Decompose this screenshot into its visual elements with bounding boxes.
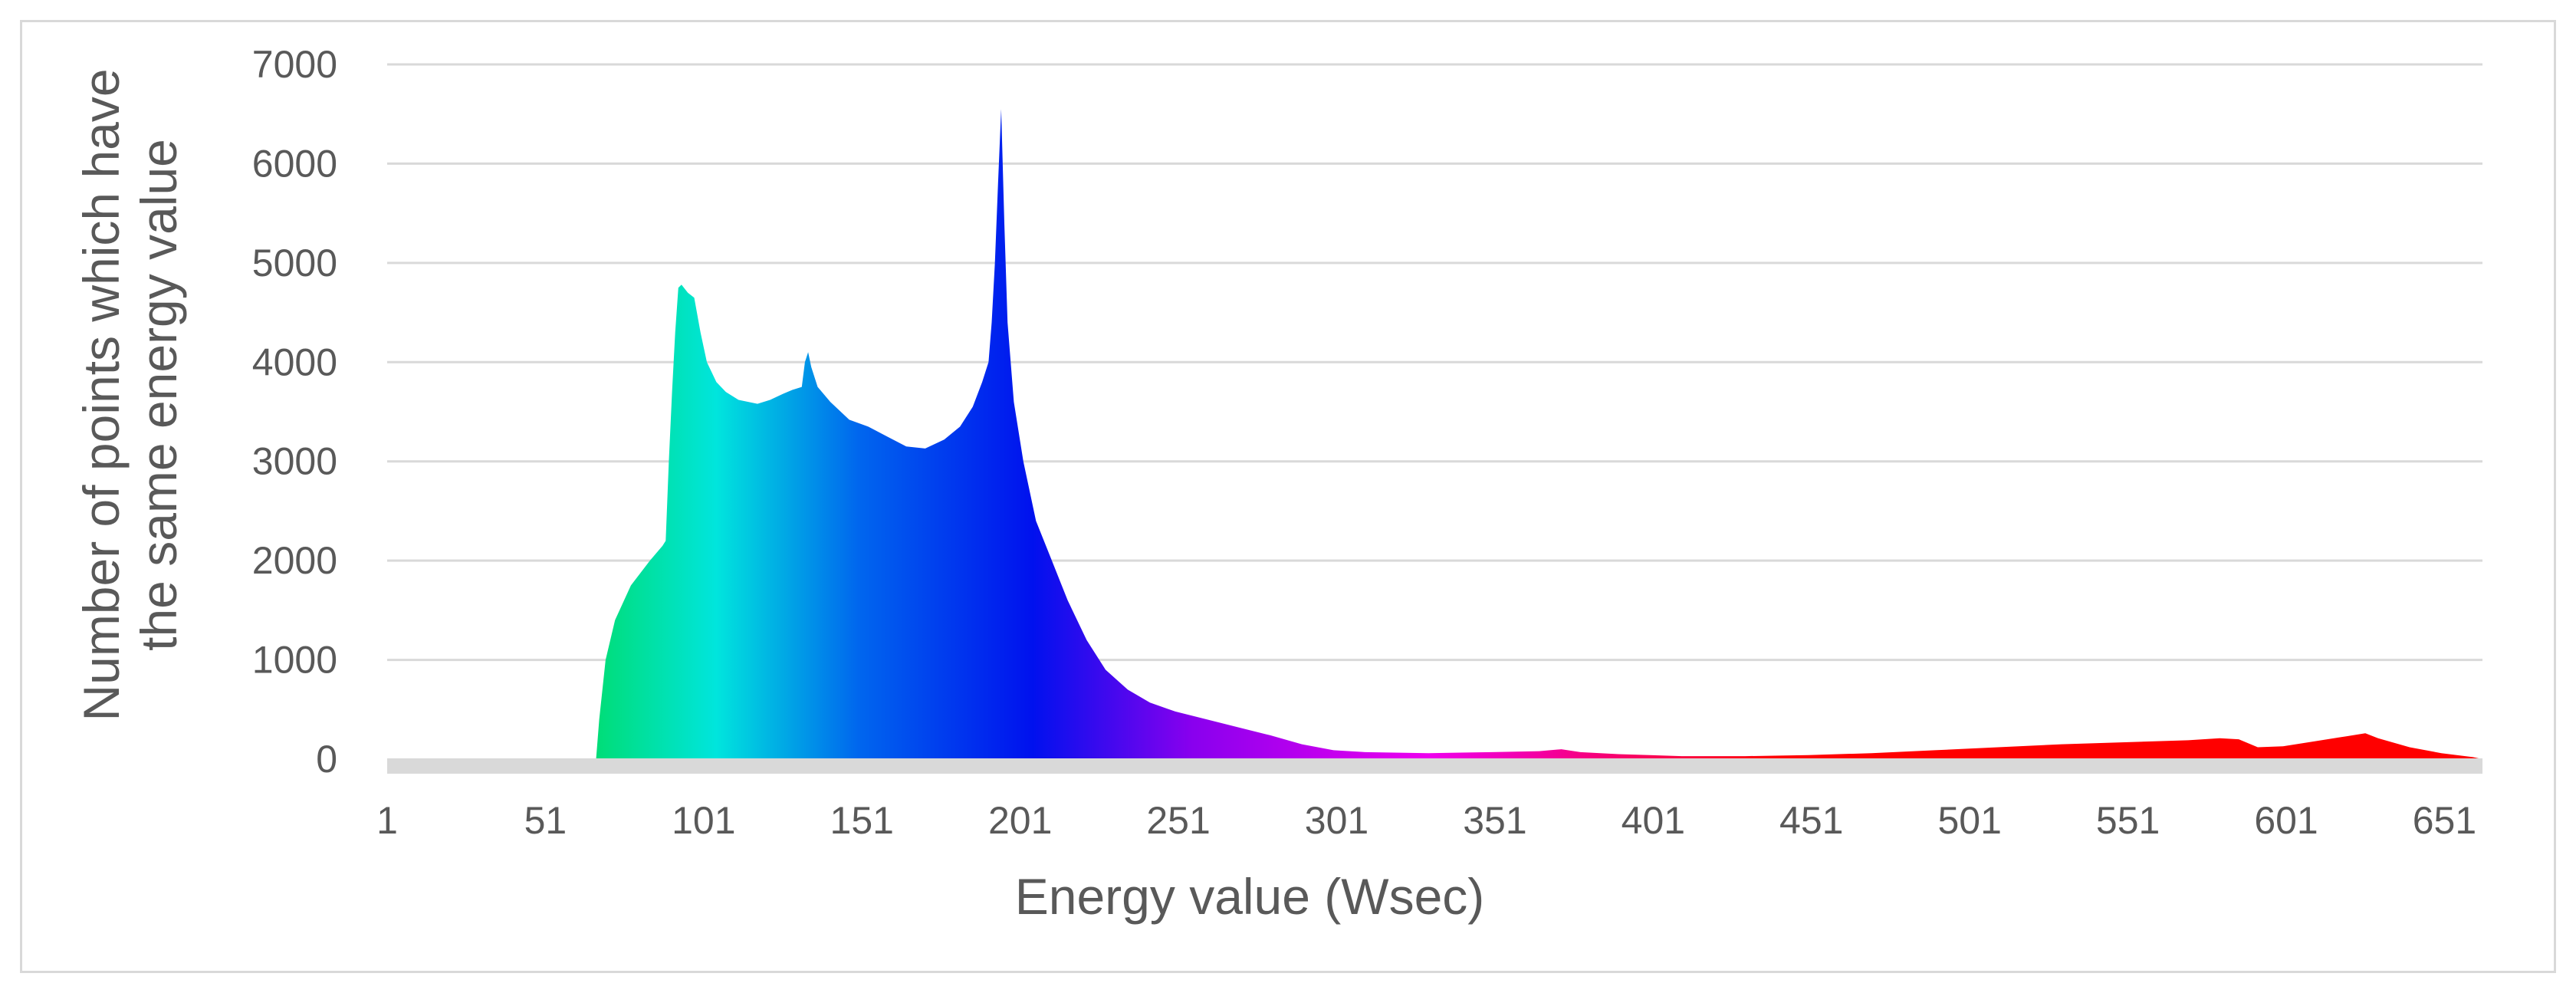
x-tick-label: 201 bbox=[988, 799, 1052, 842]
y-tick-label: 4000 bbox=[252, 340, 337, 383]
y-tick-label: 2000 bbox=[252, 539, 337, 582]
x-tick-label: 451 bbox=[1779, 799, 1843, 842]
x-tick-label: 351 bbox=[1463, 799, 1526, 842]
y-tick-label: 6000 bbox=[252, 142, 337, 185]
x-axis-ticks: 1 51 101 151 201 251 301 351 401 451 501 551 601 651 bbox=[376, 799, 2476, 842]
y-tick-label: 5000 bbox=[252, 242, 337, 284]
x-tick-label: 101 bbox=[672, 799, 735, 842]
x-tick-label: 251 bbox=[1146, 799, 1210, 842]
x-tick-label: 151 bbox=[830, 799, 894, 842]
x-tick-label: 651 bbox=[2413, 799, 2476, 842]
y-axis-title-line-2: the same energy value bbox=[130, 139, 187, 651]
x-tick-label: 301 bbox=[1305, 799, 1368, 842]
x-tick-label: 601 bbox=[2254, 799, 2318, 842]
x-axis-line bbox=[387, 758, 2482, 774]
y-tick-label: 3000 bbox=[252, 440, 337, 483]
y-tick-label: 1000 bbox=[252, 639, 337, 682]
x-axis-baseline bbox=[387, 758, 2482, 774]
x-tick-label: 1 bbox=[376, 799, 398, 842]
x-tick-label: 401 bbox=[1622, 799, 1685, 842]
series-area bbox=[596, 109, 2482, 759]
y-axis-title: Number of points which have the same ene… bbox=[73, 68, 187, 721]
chart-frame bbox=[20, 20, 2556, 973]
x-tick-label: 51 bbox=[524, 799, 567, 842]
y-axis-ticks: 0 1000 2000 3000 4000 5000 6000 7000 bbox=[252, 43, 337, 781]
x-tick-label: 501 bbox=[1937, 799, 2001, 842]
x-tick-label: 551 bbox=[2096, 799, 2160, 842]
y-axis-title-line-1: Number of points which have bbox=[73, 68, 130, 721]
x-axis-title: Energy value (Wsec) bbox=[1015, 868, 1485, 925]
y-tick-label: 0 bbox=[316, 738, 337, 781]
y-tick-label: 7000 bbox=[252, 43, 337, 86]
series-area-path bbox=[596, 109, 2482, 759]
